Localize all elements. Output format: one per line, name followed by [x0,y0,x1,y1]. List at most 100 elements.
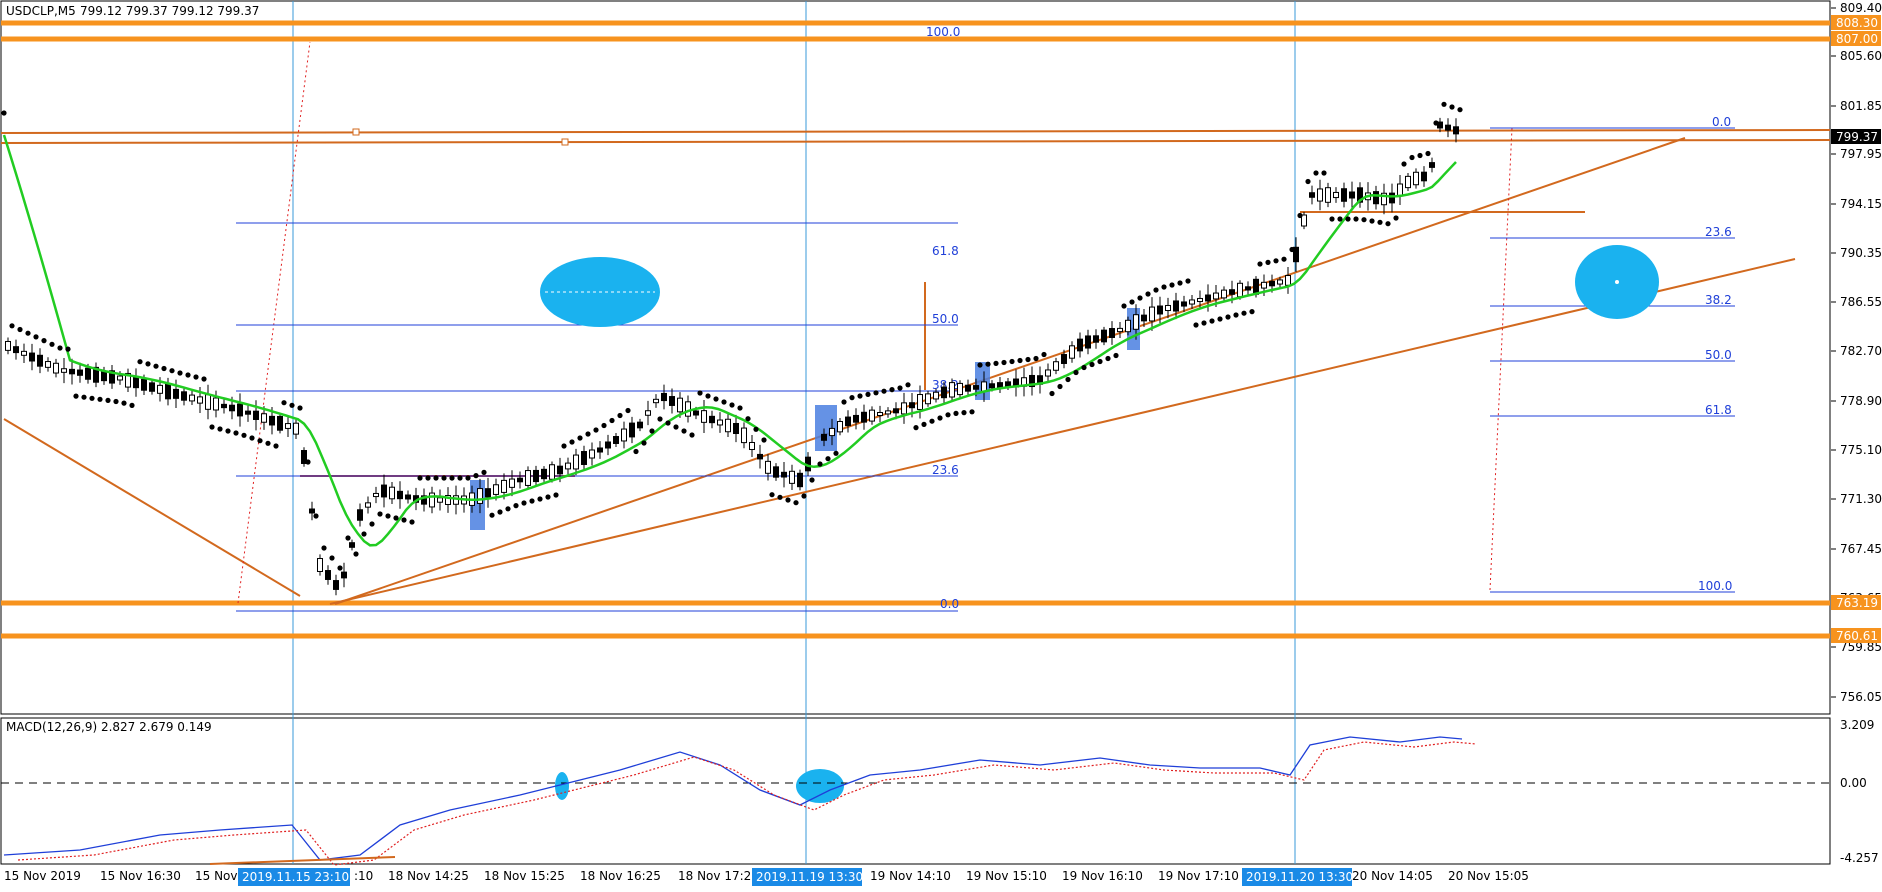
sar-dot [1081,364,1087,371]
sar-dot [977,362,983,368]
candle-body [965,384,971,392]
sar-dot [145,361,151,367]
candle-body [533,469,539,483]
macd-highlight-ellipse[interactable] [796,769,844,803]
candle-body [93,366,99,383]
level-tag-text: 763.19 [1836,596,1878,610]
candle-body [1157,305,1163,315]
sar-dot [1073,369,1079,376]
candle-body [597,447,603,453]
resistance-line[interactable] [0,139,1831,144]
candle-body [725,418,731,433]
trendline-down[interactable] [3,418,301,597]
level-tag [1831,31,1881,46]
sar-dot [1217,316,1223,322]
trendline-up-steep[interactable] [334,137,1686,605]
trendline-up[interactable] [329,258,1796,605]
sar-dot [1433,120,1439,126]
sar-dot [1369,218,1375,224]
price-tags: 808.30 807.00 799.37 763.19 760.61 [1831,15,1881,643]
sar-dot [169,368,175,374]
macd-trendline[interactable] [209,856,396,865]
sar-dot [1265,259,1271,265]
sar-dot [1249,309,1255,315]
line-handle[interactable] [561,138,569,146]
candle-body [301,450,307,464]
sar-dot [201,376,207,382]
moving-average-line [2,134,1457,547]
sar-dot [1385,221,1391,227]
candle-body [309,508,315,514]
price-tick: 782.70 [1840,344,1882,358]
candle-body [1357,187,1363,203]
candle-body [789,470,795,484]
sar-dot [441,475,447,481]
candle-body [1429,162,1435,168]
macd-pane[interactable] [0,717,1831,865]
candle-body [1149,306,1155,322]
symbol-label: USDCLP,M5 [6,4,76,18]
candle-body [869,409,875,422]
candle-body [1133,314,1139,330]
candle-body [573,454,579,470]
candle-body [1229,289,1235,295]
fibonacci-left[interactable]: 100.0 61.8 50.0 38.2 23.6 0.0 [236,25,960,612]
fibonacci-right[interactable]: 0.0 23.6 38.2 50.0 61.8 100.0 [1490,115,1735,593]
sar-dot [1033,355,1039,362]
candle-body [37,354,43,367]
main-pane[interactable] [0,0,1831,715]
trend-lines[interactable] [3,137,1796,605]
candle-body [949,382,955,398]
line-handle[interactable] [352,128,360,136]
candle-body [1293,246,1299,263]
sar-dot [1121,303,1127,309]
sar-dot [433,475,439,481]
candle-body [165,383,171,400]
time-label: 19 Nov 16:10 [1062,869,1143,883]
ohlc-quote: 799.12 799.37 799.12 799.37 [80,4,259,18]
candle-body [61,368,67,373]
time-axis: 15 Nov 2019 15 Nov 16:30 15 Nov :10 18 N… [4,868,1529,886]
sar-dot [681,428,687,434]
sar-dot [1425,150,1431,157]
candle-body [933,391,939,400]
candle-body [581,451,587,465]
sar-dot [705,393,711,399]
sar-dot [777,494,783,500]
current-price-text: 799.37 [1836,130,1878,144]
price-tick: 767.45 [1840,542,1882,556]
sar-dot [1329,216,1335,222]
ellipse-center-handle[interactable] [1615,280,1619,284]
candle-body [885,410,891,415]
candle-body [661,392,667,402]
candle-body [917,394,923,410]
sar-dot [1401,161,1407,167]
time-label: 18 Nov 15:25 [484,869,565,883]
sar-dot [1041,351,1047,358]
sar-dot [193,374,199,380]
candle-body [181,391,187,401]
sar-dot [489,512,495,518]
sar-dot [465,475,471,481]
candle-body [1213,292,1219,300]
sar-dot [953,410,959,416]
candle-body [349,542,355,548]
candle-body [213,397,219,411]
macd-highlight-ellipse[interactable] [555,772,569,800]
projection-lines [237,41,1513,604]
sar-dot [841,399,847,405]
sar-dot [41,338,47,344]
horizontal-levels[interactable] [0,20,1831,639]
highlight-shapes[interactable] [540,245,1659,803]
candle-body [1333,191,1339,199]
sar-dot [593,427,599,433]
candle-body [765,460,771,474]
candle-body [45,361,51,368]
candle-body [557,465,563,475]
candle-body [389,486,395,500]
time-label: :10 [354,869,373,883]
sar-dot [1001,359,1007,366]
crosshair-time-text: 2019.11.15 23:10 [242,870,349,884]
resistance-line[interactable] [0,129,1831,134]
